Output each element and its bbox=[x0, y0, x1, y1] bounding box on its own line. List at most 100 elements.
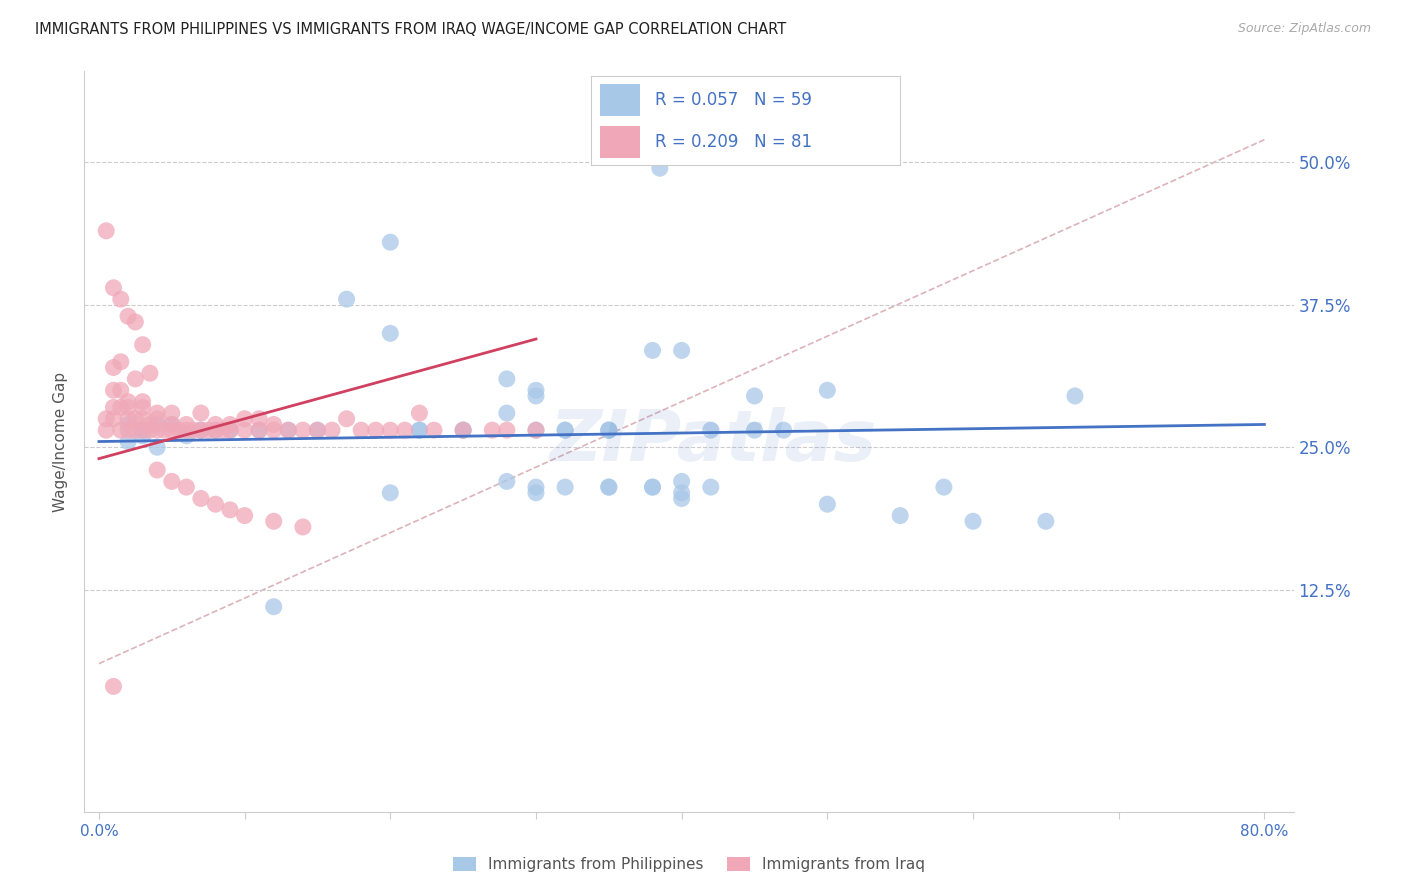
Point bbox=[263, 599, 285, 614]
Point bbox=[451, 423, 474, 437]
Point bbox=[277, 423, 299, 437]
Point bbox=[481, 423, 503, 437]
Point bbox=[146, 417, 169, 432]
Point bbox=[110, 401, 132, 415]
Point bbox=[96, 224, 118, 238]
Point bbox=[307, 423, 329, 437]
Point bbox=[110, 384, 132, 398]
Point bbox=[291, 520, 314, 534]
Point bbox=[131, 429, 153, 443]
Point bbox=[451, 423, 474, 437]
Point bbox=[153, 423, 176, 437]
Text: R = 0.209   N = 81: R = 0.209 N = 81 bbox=[655, 133, 813, 151]
Point bbox=[307, 423, 329, 437]
Point bbox=[110, 292, 132, 306]
Point bbox=[815, 497, 838, 511]
Point bbox=[167, 423, 190, 437]
Point bbox=[190, 423, 212, 437]
Point bbox=[408, 423, 430, 437]
Point bbox=[772, 423, 794, 437]
Point bbox=[117, 394, 139, 409]
Point bbox=[247, 411, 270, 425]
Point bbox=[524, 485, 547, 500]
Text: R = 0.057   N = 59: R = 0.057 N = 59 bbox=[655, 91, 813, 109]
Point bbox=[103, 281, 125, 295]
Point bbox=[700, 423, 723, 437]
Point bbox=[146, 463, 169, 477]
Point bbox=[524, 389, 547, 403]
Point bbox=[598, 423, 620, 437]
FancyBboxPatch shape bbox=[600, 84, 640, 116]
Point bbox=[321, 423, 343, 437]
Point bbox=[336, 411, 359, 425]
Text: ZIPatlas: ZIPatlas bbox=[550, 407, 877, 476]
Point bbox=[671, 491, 693, 506]
FancyBboxPatch shape bbox=[600, 126, 640, 158]
Point bbox=[117, 401, 139, 415]
Point bbox=[124, 423, 146, 437]
Point bbox=[204, 423, 226, 437]
Point bbox=[554, 423, 576, 437]
Point bbox=[131, 401, 153, 415]
Point bbox=[219, 423, 242, 437]
Point bbox=[103, 680, 125, 694]
Point bbox=[380, 485, 402, 500]
Point bbox=[744, 389, 766, 403]
Point bbox=[160, 423, 183, 437]
Point bbox=[598, 480, 620, 494]
Point bbox=[124, 411, 146, 425]
Point bbox=[451, 423, 474, 437]
Point bbox=[524, 423, 547, 437]
Point bbox=[139, 366, 162, 380]
Point bbox=[176, 423, 198, 437]
Point bbox=[889, 508, 911, 523]
Point bbox=[380, 423, 402, 437]
Point bbox=[263, 514, 285, 528]
Point bbox=[598, 423, 620, 437]
Point bbox=[233, 411, 256, 425]
Point bbox=[641, 480, 664, 494]
Point bbox=[932, 480, 955, 494]
Point bbox=[160, 417, 183, 432]
Point bbox=[176, 417, 198, 432]
Point bbox=[197, 423, 219, 437]
Point bbox=[962, 514, 984, 528]
Point bbox=[598, 423, 620, 437]
Point bbox=[204, 497, 226, 511]
Point bbox=[554, 423, 576, 437]
Point bbox=[350, 423, 373, 437]
Point bbox=[247, 423, 270, 437]
Point bbox=[380, 326, 402, 341]
Point bbox=[103, 411, 125, 425]
Point bbox=[394, 423, 416, 437]
Point bbox=[700, 480, 723, 494]
Point bbox=[219, 423, 242, 437]
Point bbox=[117, 423, 139, 437]
Point bbox=[219, 417, 242, 432]
Point bbox=[117, 411, 139, 425]
Point bbox=[598, 480, 620, 494]
Point bbox=[160, 417, 183, 432]
Point bbox=[408, 406, 430, 420]
Point bbox=[524, 423, 547, 437]
Point bbox=[495, 406, 517, 420]
Point bbox=[183, 423, 205, 437]
Point bbox=[641, 343, 664, 358]
Point bbox=[131, 411, 153, 425]
Point bbox=[263, 417, 285, 432]
Point bbox=[176, 480, 198, 494]
Point bbox=[190, 423, 212, 437]
Point bbox=[190, 406, 212, 420]
Point bbox=[103, 360, 125, 375]
Point bbox=[146, 440, 169, 454]
Point bbox=[131, 394, 153, 409]
Point bbox=[103, 384, 125, 398]
Y-axis label: Wage/Income Gap: Wage/Income Gap bbox=[53, 371, 69, 512]
Point bbox=[364, 423, 387, 437]
Text: IMMIGRANTS FROM PHILIPPINES VS IMMIGRANTS FROM IRAQ WAGE/INCOME GAP CORRELATION : IMMIGRANTS FROM PHILIPPINES VS IMMIGRANT… bbox=[35, 22, 786, 37]
Point bbox=[641, 480, 664, 494]
Point bbox=[815, 384, 838, 398]
Point bbox=[124, 372, 146, 386]
Text: Source: ZipAtlas.com: Source: ZipAtlas.com bbox=[1237, 22, 1371, 36]
Point bbox=[110, 355, 132, 369]
